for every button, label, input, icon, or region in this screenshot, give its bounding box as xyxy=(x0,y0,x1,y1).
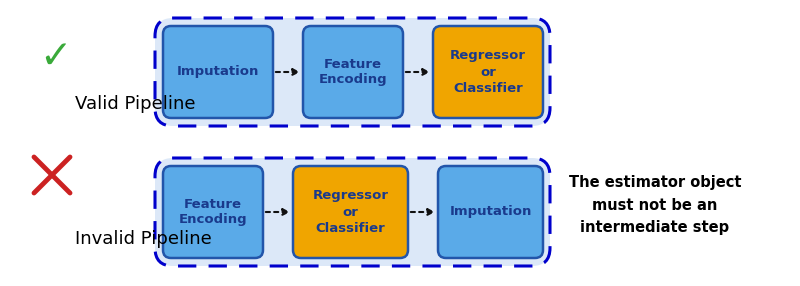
Text: Regressor
or
Classifier: Regressor or Classifier xyxy=(450,49,526,94)
Text: Imputation: Imputation xyxy=(177,65,259,78)
Text: Feature
Encoding: Feature Encoding xyxy=(318,57,387,86)
FancyBboxPatch shape xyxy=(163,166,263,258)
FancyBboxPatch shape xyxy=(155,158,550,266)
Text: Regressor
or
Classifier: Regressor or Classifier xyxy=(313,190,389,235)
Text: ✓: ✓ xyxy=(38,38,71,76)
Text: Invalid Pipeline: Invalid Pipeline xyxy=(75,230,212,248)
FancyBboxPatch shape xyxy=(293,166,408,258)
Text: Valid Pipeline: Valid Pipeline xyxy=(75,95,195,113)
FancyBboxPatch shape xyxy=(303,26,403,118)
FancyBboxPatch shape xyxy=(155,18,550,126)
FancyBboxPatch shape xyxy=(163,26,273,118)
Text: The estimator object
must not be an
intermediate step: The estimator object must not be an inte… xyxy=(569,175,742,235)
Text: Feature
Encoding: Feature Encoding xyxy=(178,198,247,227)
Text: Imputation: Imputation xyxy=(450,206,532,219)
FancyBboxPatch shape xyxy=(433,26,543,118)
FancyBboxPatch shape xyxy=(438,166,543,258)
